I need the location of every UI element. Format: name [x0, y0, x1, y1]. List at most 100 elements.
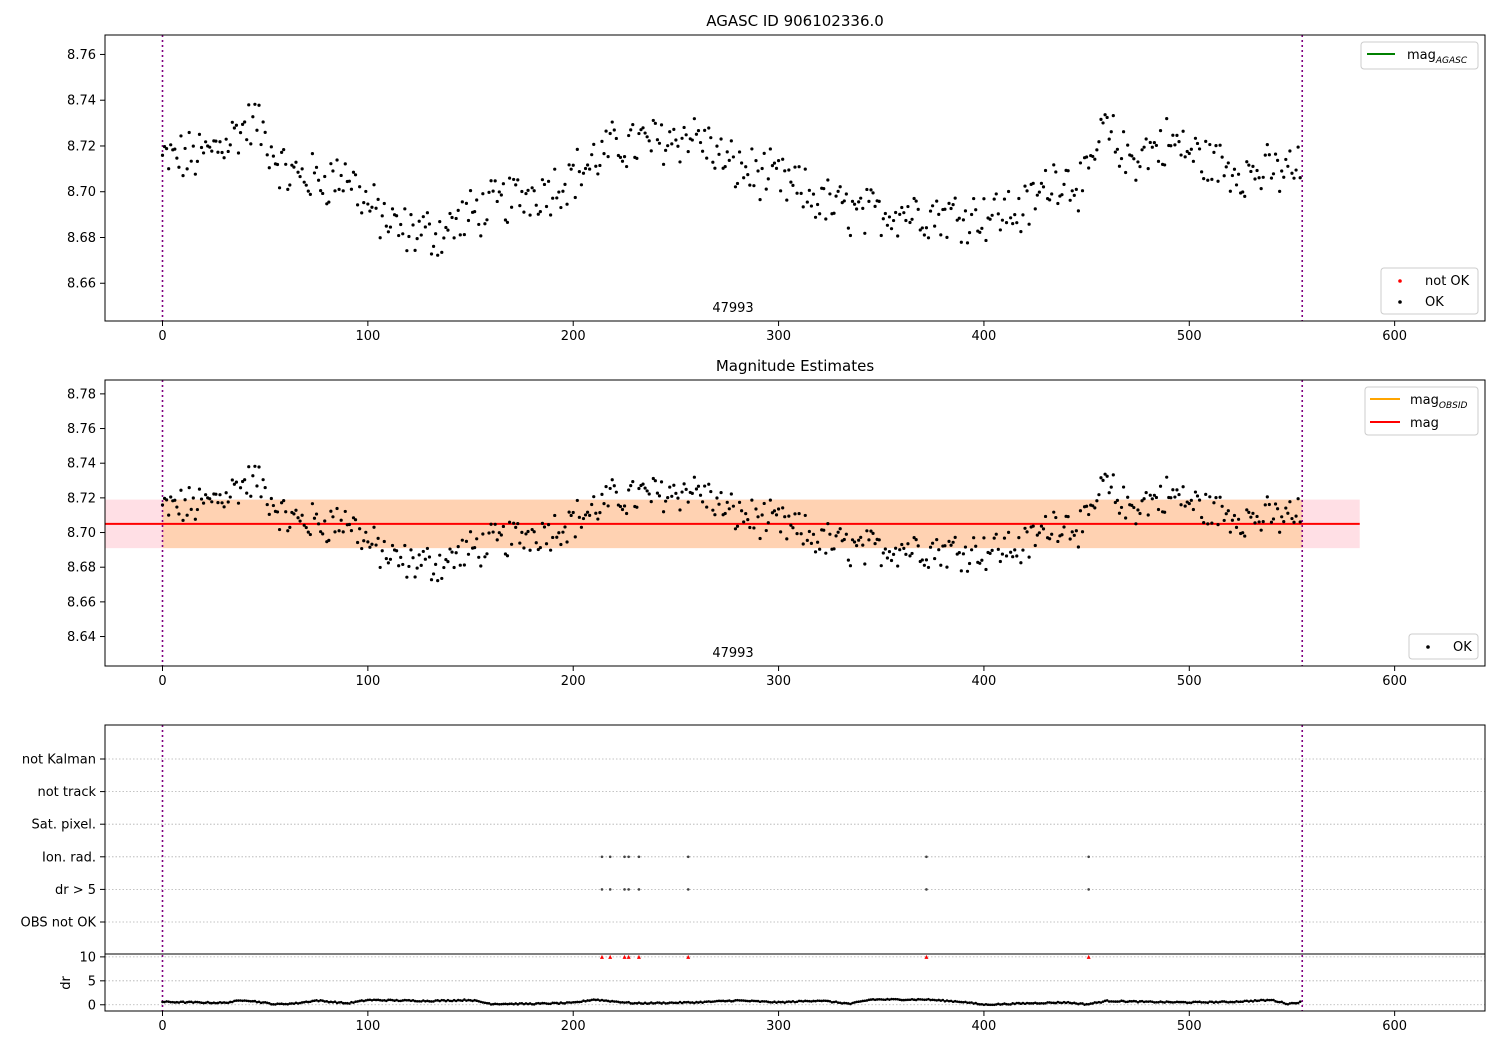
dr-point	[465, 999, 468, 1002]
data-point	[906, 542, 910, 546]
data-point	[1175, 488, 1179, 492]
dr-point	[588, 999, 591, 1002]
dr-point	[276, 1002, 279, 1005]
data-point	[333, 530, 337, 534]
data-point	[384, 224, 388, 228]
flag-event	[637, 888, 641, 891]
data-point	[197, 132, 202, 136]
data-point	[1236, 172, 1241, 176]
panel-agasc: AGASC ID 906102336.0 47993 0 100 200 300 400…	[67, 12, 1486, 344]
dr-point	[495, 1002, 499, 1006]
data-point	[717, 502, 721, 506]
data-point	[844, 192, 848, 196]
data-point	[329, 162, 333, 166]
data-point	[1267, 502, 1271, 507]
dr-point	[294, 1001, 298, 1005]
data-point	[661, 162, 666, 166]
data-point	[259, 495, 263, 499]
data-point	[493, 179, 497, 183]
dr-point	[1128, 999, 1132, 1003]
dr-point	[333, 1000, 337, 1004]
data-point	[758, 536, 762, 541]
data-point	[536, 547, 540, 552]
data-point	[1078, 509, 1083, 513]
data-point	[1259, 528, 1263, 532]
data-point	[824, 217, 828, 221]
data-point	[555, 196, 559, 200]
data-point	[456, 545, 460, 549]
x-tick-label: 300	[766, 329, 791, 344]
dr-point	[631, 1002, 635, 1005]
dr-point	[875, 998, 879, 1001]
data-point	[440, 576, 444, 581]
dr-point	[438, 999, 442, 1003]
data-point	[832, 211, 836, 215]
data-point	[682, 125, 686, 130]
data-point	[585, 163, 590, 167]
dr-point	[750, 999, 754, 1002]
data-point	[836, 189, 840, 193]
dr-point	[1070, 1001, 1074, 1005]
data-point	[524, 191, 528, 196]
dr-point	[327, 1000, 331, 1004]
dr-point	[966, 1001, 969, 1005]
data-point	[563, 525, 567, 529]
dr-point	[680, 1001, 684, 1005]
dr-point	[1194, 1000, 1197, 1004]
data-point	[896, 564, 900, 568]
dr-point	[255, 1000, 259, 1004]
data-point	[296, 170, 300, 174]
data-point	[832, 547, 836, 551]
dr-point	[738, 999, 741, 1002]
dr-point	[524, 1002, 528, 1005]
data-point	[1179, 503, 1183, 507]
dr-point	[869, 998, 873, 1001]
data-point	[746, 517, 750, 522]
dr-point	[567, 1001, 571, 1004]
data-point	[614, 136, 618, 141]
dr-point	[1015, 1001, 1019, 1005]
data-point	[199, 145, 204, 150]
data-point	[1292, 520, 1296, 524]
data-point	[312, 171, 317, 175]
dr-point	[300, 1001, 304, 1004]
data-point	[1218, 495, 1222, 499]
dr-point	[879, 998, 883, 1001]
data-point	[277, 186, 282, 190]
data-point	[1191, 159, 1195, 163]
data-point	[914, 199, 918, 203]
data-point	[852, 202, 857, 206]
data-point	[902, 211, 906, 215]
dr-point	[688, 1001, 692, 1004]
data-point	[1189, 147, 1193, 151]
data-point	[935, 538, 939, 542]
data-point	[1023, 526, 1027, 530]
dr-point	[214, 1001, 218, 1005]
dr-point	[292, 1002, 296, 1005]
data-point	[612, 484, 616, 488]
data-point	[608, 131, 612, 136]
data-point	[1070, 530, 1074, 534]
dr-point	[241, 999, 244, 1003]
data-point	[618, 155, 623, 159]
dr-point	[1278, 1000, 1281, 1004]
dr-point	[918, 998, 922, 1001]
data-point	[1019, 561, 1023, 565]
dr-point	[1167, 1000, 1171, 1004]
dr-point	[767, 1000, 770, 1004]
data-point	[1257, 520, 1261, 524]
data-point	[516, 521, 520, 526]
data-point	[405, 249, 409, 253]
data-point	[953, 196, 957, 200]
data-point	[602, 502, 606, 506]
data-point	[674, 491, 678, 495]
dr-point	[742, 999, 745, 1002]
dr-point	[1153, 1001, 1156, 1004]
data-point	[413, 575, 417, 579]
dr-point	[921, 998, 924, 1001]
data-point	[719, 137, 723, 141]
data-point	[1158, 484, 1163, 488]
data-point	[873, 542, 877, 546]
data-point	[579, 183, 584, 187]
data-point	[1054, 515, 1058, 520]
